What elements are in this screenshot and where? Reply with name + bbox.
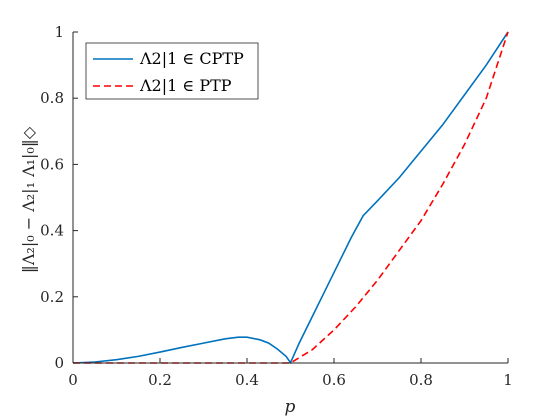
plot-area (72, 31, 509, 365)
y-axis-label: ‖Λ₂|₀ − Λ₂|₁ Λ₁|₀‖◇ (19, 126, 38, 273)
legend-entry-ptp: Λ2|1 ∈ PTP (139, 76, 232, 95)
series-line-0 (72, 31, 509, 365)
y-tick-label: 0.2 (40, 288, 64, 306)
legend-entry-cptp: Λ2|1 ∈ CPTP (139, 49, 244, 68)
series-line-1 (73, 31, 509, 364)
y-tick-label: 0.4 (40, 222, 64, 240)
x-tick-label: 1 (503, 371, 513, 389)
y-tick-label: 0.6 (40, 155, 64, 173)
x-tick-label: 0.2 (148, 371, 172, 389)
y-tick-label: 0 (54, 354, 64, 372)
y-tick-label: 1 (54, 23, 64, 41)
x-axis-label: p (285, 397, 296, 417)
x-tick-label: 0 (68, 371, 78, 389)
x-tick-label: 0.4 (235, 371, 259, 389)
x-tick-label: 0.8 (409, 371, 433, 389)
tick-labels: 0 0.2 0.4 0.6 0.8 1 0 0.2 0.4 0.6 0.8 1 (40, 23, 513, 389)
legend: Λ2|1 ∈ CPTP Λ2|1 ∈ PTP (85, 42, 259, 100)
y-tick-label: 0.8 (40, 89, 64, 107)
legend-box (85, 42, 259, 100)
x-tick-label: 0.6 (322, 371, 346, 389)
axes (72, 32, 508, 364)
tick-marks (72, 31, 509, 364)
